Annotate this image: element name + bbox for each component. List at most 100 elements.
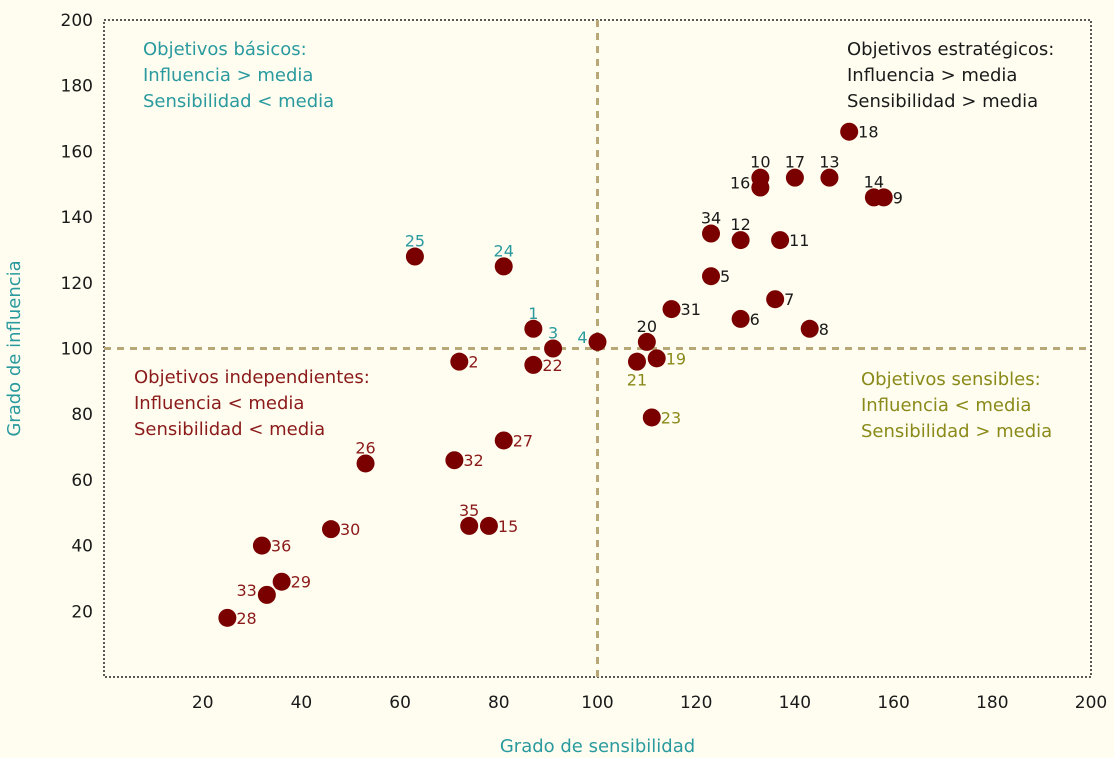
data-point-19 xyxy=(647,349,666,368)
data-point-label: 30 xyxy=(340,520,360,539)
x-tick-label: 140 xyxy=(779,693,811,713)
data-point-26 xyxy=(356,454,375,473)
quadrant-independientes-label: Objetivos independientes: Influencia < me… xyxy=(134,367,370,440)
data-point-label: 35 xyxy=(459,501,479,520)
x-tick-label: 160 xyxy=(877,693,909,713)
data-point-22 xyxy=(524,355,543,374)
data-point-label: 13 xyxy=(819,153,839,172)
data-point-14 xyxy=(864,188,883,207)
x-tick-label: 80 xyxy=(488,693,510,713)
data-point-label: 29 xyxy=(291,573,311,592)
x-tick-label: 60 xyxy=(389,693,411,713)
x-tick-label: 180 xyxy=(976,693,1008,713)
data-point-label: 25 xyxy=(405,232,425,251)
data-point-label: 20 xyxy=(637,317,657,336)
y-tick-label: 180 xyxy=(61,77,93,97)
data-point-label: 15 xyxy=(498,517,518,536)
data-point-11 xyxy=(771,231,790,250)
data-point-label: 24 xyxy=(494,241,514,260)
data-point-label: 16 xyxy=(730,174,750,193)
data-point-label: 19 xyxy=(666,349,686,368)
data-point-label: 31 xyxy=(681,300,701,319)
data-point-23 xyxy=(642,408,661,427)
data-point-label: 33 xyxy=(236,581,256,600)
data-point-3 xyxy=(544,339,563,358)
data-point-label: 26 xyxy=(355,438,375,457)
data-point-36 xyxy=(252,536,271,555)
data-point-label: 6 xyxy=(750,310,760,329)
axes: 20 40 60 80 100 120 140 160 180 20020406080100120… xyxy=(61,11,1108,713)
data-point-7 xyxy=(766,290,785,309)
data-point-label: 8 xyxy=(819,320,829,339)
data-point-label: 9 xyxy=(893,188,903,207)
data-point-34 xyxy=(702,224,721,243)
y-tick-label: 80 xyxy=(71,405,93,425)
quadrant-line: Influencia < media xyxy=(861,395,1031,416)
data-point-24 xyxy=(494,257,513,276)
x-tick-label: 40 xyxy=(291,693,313,713)
data-point-label: 11 xyxy=(789,231,809,250)
y-tick-label: 60 xyxy=(71,471,93,491)
data-point-35 xyxy=(460,516,479,535)
data-point-16 xyxy=(751,178,770,197)
data-point-29 xyxy=(272,572,291,591)
data-point-13 xyxy=(820,168,839,187)
data-point-label: 32 xyxy=(463,451,483,470)
data-point-label: 34 xyxy=(701,209,721,228)
quadrant-line: Objetivos básicos: xyxy=(143,39,307,60)
quadrant-sensibles-label: Objetivos sensibles: Influencia < media Se… xyxy=(861,369,1052,442)
y-tick-label: 40 xyxy=(71,537,93,557)
quadrant-line: Sensibilidad < media xyxy=(143,91,334,112)
data-point-8 xyxy=(800,319,819,338)
x-tick-label: 20 xyxy=(192,693,214,713)
quadrant-basicos-label: Objetivos básicos: Influencia > media Sens… xyxy=(143,39,334,112)
data-point-label: 14 xyxy=(864,172,884,191)
data-point-label: 18 xyxy=(858,123,878,142)
data-point-33 xyxy=(257,585,276,604)
quadrant-line: Influencia > media xyxy=(143,65,313,86)
data-point-4 xyxy=(588,332,607,351)
data-point-5 xyxy=(702,267,721,286)
x-tick-label: 120 xyxy=(680,693,712,713)
data-point-6 xyxy=(731,309,750,328)
quadrant-line: Influencia > media xyxy=(847,65,1017,86)
data-point-label: 5 xyxy=(720,267,730,286)
data-point-label: 7 xyxy=(784,290,794,309)
quadrant-line: Objetivos independientes: xyxy=(134,367,370,388)
data-point-28 xyxy=(218,608,237,627)
x-axis-title: Grado de sensibilidad xyxy=(500,736,695,757)
data-point-15 xyxy=(479,516,498,535)
data-point-20 xyxy=(637,332,656,351)
quadrant-line: Sensibilidad < media xyxy=(134,419,325,440)
data-point-label: 1 xyxy=(528,304,538,323)
data-point-21 xyxy=(627,352,646,371)
data-point-label: 3 xyxy=(548,324,558,343)
data-point-label: 17 xyxy=(785,153,805,172)
quadrant-line: Influencia < media xyxy=(134,393,304,414)
quadrant-line: Objetivos estratégicos: xyxy=(847,39,1054,60)
y-tick-label: 160 xyxy=(61,142,93,162)
data-point-label: 23 xyxy=(661,408,681,427)
data-point-25 xyxy=(405,247,424,266)
data-point-31 xyxy=(662,300,681,319)
data-point-12 xyxy=(731,231,750,250)
data-point-label: 12 xyxy=(730,215,750,234)
data-point-18 xyxy=(840,122,859,141)
data-point-30 xyxy=(322,520,341,539)
y-tick-label: 120 xyxy=(61,274,93,294)
quadrant-line: Sensibilidad > media xyxy=(861,421,1052,442)
data-point-2 xyxy=(450,352,469,371)
y-tick-label: 100 xyxy=(61,340,93,360)
data-point-17 xyxy=(785,168,804,187)
data-point-label: 10 xyxy=(750,153,770,172)
data-points: 123 4567891011121314151617181920212223242… xyxy=(218,122,903,628)
y-tick-label: 140 xyxy=(61,208,93,228)
y-axis-title: Grado de influencia xyxy=(4,260,25,436)
x-tick-label: 100 xyxy=(581,693,613,713)
data-point-label: 21 xyxy=(627,371,647,390)
data-point-label: 2 xyxy=(468,353,478,372)
data-point-label: 22 xyxy=(542,356,562,375)
data-point-label: 4 xyxy=(577,328,587,347)
data-point-label: 28 xyxy=(236,609,256,628)
